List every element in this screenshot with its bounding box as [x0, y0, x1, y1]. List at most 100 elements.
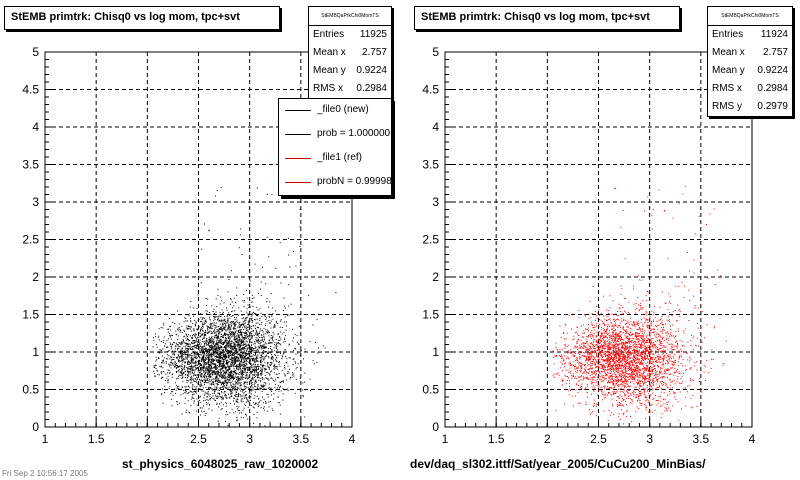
- scatter-point: [197, 383, 199, 385]
- scatter-point: [212, 322, 214, 324]
- scatter-point: [236, 377, 238, 379]
- scatter-point: [265, 402, 267, 404]
- scatter-point: [269, 421, 271, 423]
- scatter-point: [227, 376, 229, 378]
- scatter-point: [201, 325, 203, 327]
- scatter-point: [245, 375, 247, 377]
- scatter-point: [207, 372, 209, 374]
- scatter-point: [299, 209, 301, 211]
- scatter-point: [304, 372, 306, 374]
- scatter-point: [211, 344, 213, 346]
- y-tick-label: 5: [32, 45, 39, 59]
- scatter-point: [258, 368, 260, 370]
- scatter-point: [273, 372, 275, 374]
- scatter-point: [259, 351, 261, 353]
- scatter-point: [245, 415, 247, 417]
- scatter-point: [170, 338, 172, 340]
- scatter-point: [227, 366, 229, 368]
- scatter-point: [211, 359, 213, 360]
- scatter-point: [180, 365, 182, 367]
- scatter-point: [244, 349, 246, 351]
- scatter-point: [254, 342, 256, 344]
- scatter-point: [237, 360, 239, 362]
- scatter-point: [219, 403, 220, 405]
- scatter-point: [294, 392, 296, 394]
- scatter-point: [247, 321, 249, 323]
- scatter-point: [233, 336, 235, 338]
- scatter-point: [213, 383, 214, 385]
- scatter-point: [260, 369, 261, 371]
- scatter-point: [254, 380, 256, 382]
- scatter-point: [239, 355, 241, 357]
- scatter-point: [244, 367, 246, 369]
- scatter-point: [204, 323, 206, 325]
- scatter-point: [262, 358, 264, 360]
- scatter-point: [263, 406, 265, 408]
- scatter-point: [564, 374, 566, 376]
- scatter-point: [233, 377, 235, 379]
- scatter-point: [242, 337, 244, 339]
- scatter-point: [236, 360, 238, 362]
- scatter-point: [263, 378, 265, 380]
- scatter-point: [252, 377, 254, 379]
- scatter-point: [228, 341, 229, 343]
- scatter-point: [221, 391, 222, 392]
- scatter-point: [248, 358, 250, 360]
- scatter-point: [196, 367, 198, 369]
- scatter-point: [233, 329, 235, 331]
- scatter-point: [253, 422, 255, 424]
- scatter-point: [203, 372, 205, 374]
- scatter-point: [228, 370, 230, 372]
- scatter-point: [228, 327, 230, 329]
- scatter-point: [269, 316, 271, 318]
- scatter-point: [182, 361, 184, 363]
- scatter-point: [238, 342, 240, 344]
- scatter-point: [250, 363, 252, 365]
- scatter-point: [588, 364, 590, 365]
- scatter-point: [275, 338, 277, 340]
- scatter-point: [174, 366, 176, 368]
- scatter-point: [223, 352, 225, 354]
- scatter-point: [213, 391, 215, 393]
- scatter-point: [195, 390, 197, 392]
- scatter-point: [225, 405, 227, 407]
- scatter-point: [231, 345, 233, 347]
- scatter-point: [216, 306, 218, 308]
- scatter-point: [624, 362, 626, 364]
- scatter-point: [242, 336, 244, 338]
- scatter-point: [246, 350, 248, 352]
- scatter-point: [271, 408, 273, 410]
- scatter-point: [244, 347, 246, 349]
- scatter-point: [235, 356, 237, 358]
- scatter-point: [218, 348, 220, 350]
- scatter-point: [250, 359, 252, 361]
- scatter-point: [275, 345, 277, 347]
- scatter-point: [244, 364, 245, 366]
- scatter-point: [239, 374, 241, 375]
- scatter-point: [165, 362, 167, 364]
- scatter-point: [197, 379, 199, 381]
- scatter-point: [183, 352, 185, 353]
- scatter-point: [169, 365, 170, 367]
- scatter-point: [194, 344, 196, 346]
- scatter-point: [627, 354, 629, 355]
- scatter-point: [210, 363, 212, 365]
- scatter-point: [163, 362, 165, 364]
- scatter-point: [252, 335, 254, 337]
- scatter-point: [229, 348, 231, 350]
- scatter-point: [209, 376, 211, 378]
- scatter-point: [215, 376, 217, 378]
- scatter-point: [275, 378, 277, 380]
- scatter-point: [247, 357, 249, 359]
- scatter-point: [270, 337, 272, 339]
- scatter-point: [667, 401, 669, 403]
- scatter-point: [210, 375, 212, 377]
- scatter-point: [262, 386, 264, 387]
- scatter-point: [212, 311, 214, 312]
- scatter-point: [262, 364, 264, 366]
- scatter-point: [678, 373, 680, 374]
- scatter-point: [273, 360, 275, 362]
- scatter-point: [219, 363, 221, 365]
- scatter-point: [227, 362, 229, 363]
- scatter-point: [258, 333, 260, 334]
